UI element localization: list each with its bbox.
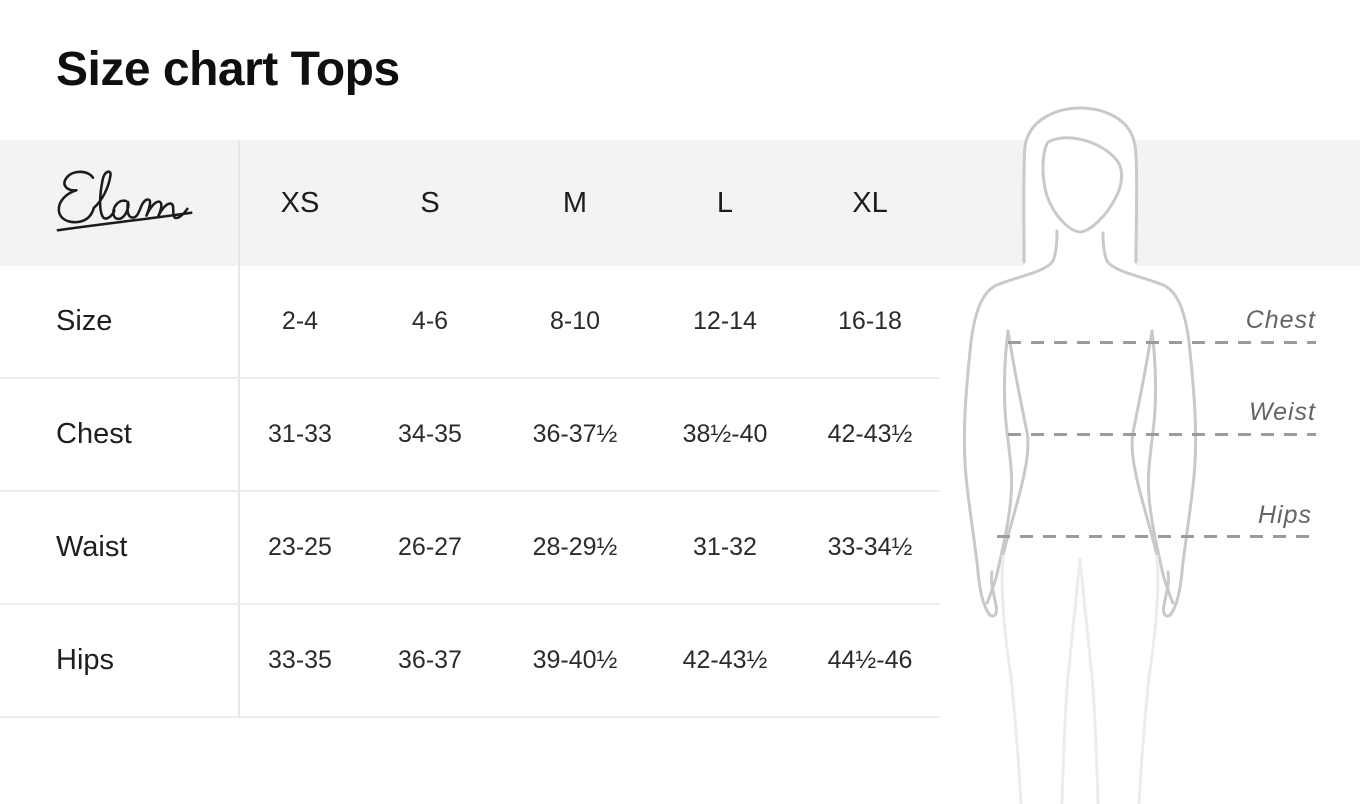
size-l-cell: 12-14 [650, 266, 800, 379]
size-xs-cell: 2-4 [240, 266, 360, 379]
row-label-chest: Chest [0, 379, 240, 492]
chest-xs-cell: 31-33 [240, 379, 360, 492]
size-m-cell: 8-10 [500, 266, 650, 379]
hips-xs-cell: 33-35 [240, 605, 360, 718]
waist-m-cell: 28-29½ [500, 492, 650, 605]
column-header-xs: XS [280, 186, 320, 219]
hips-l-cell: 42-43½ [650, 605, 800, 718]
size-s-cell: 4-6 [360, 266, 500, 379]
female-silhouette-icon [962, 106, 1198, 804]
waist-l-cell: 31-32 [650, 492, 800, 605]
chest-l-cell: 38½-40 [650, 379, 800, 492]
column-header-s: S [420, 186, 440, 219]
row-label-size: Size [0, 266, 240, 379]
column-header-xl: XL [852, 186, 888, 219]
chest-xl-cell: 42-43½ [800, 379, 940, 492]
body-figure-illustration [950, 104, 1230, 804]
chest-measure-line [1008, 341, 1316, 344]
waist-xl-cell: 33-34½ [800, 492, 940, 605]
brand-logo-cell: Elan [0, 140, 240, 266]
column-header-l: L [716, 186, 734, 219]
hips-measure-line [997, 535, 1316, 538]
chest-measure-label: Chest [1245, 306, 1316, 334]
row-label-waist: Waist [0, 492, 240, 605]
waist-measure-label: Weist [1248, 398, 1316, 426]
waist-measure-line [1008, 433, 1316, 436]
size-chart-table: Elan XS S M L XL Size 2-4 4-6 8-10 12-14… [0, 140, 940, 718]
column-header-m: M [562, 186, 588, 219]
page-title: Size chart Tops [56, 43, 400, 96]
waist-s-cell: 26-27 [360, 492, 500, 605]
hips-m-cell: 39-40½ [500, 605, 650, 718]
hips-s-cell: 36-37 [360, 605, 500, 718]
chest-s-cell: 34-35 [360, 379, 500, 492]
size-xl-cell: 16-18 [800, 266, 940, 379]
hips-measure-label: Hips [1257, 501, 1312, 529]
hips-xl-cell: 44½-46 [800, 605, 940, 718]
waist-xs-cell: 23-25 [240, 492, 360, 605]
row-label-hips: Hips [0, 605, 240, 718]
chest-m-cell: 36-37½ [500, 379, 650, 492]
elan-signature-logo [56, 170, 193, 232]
